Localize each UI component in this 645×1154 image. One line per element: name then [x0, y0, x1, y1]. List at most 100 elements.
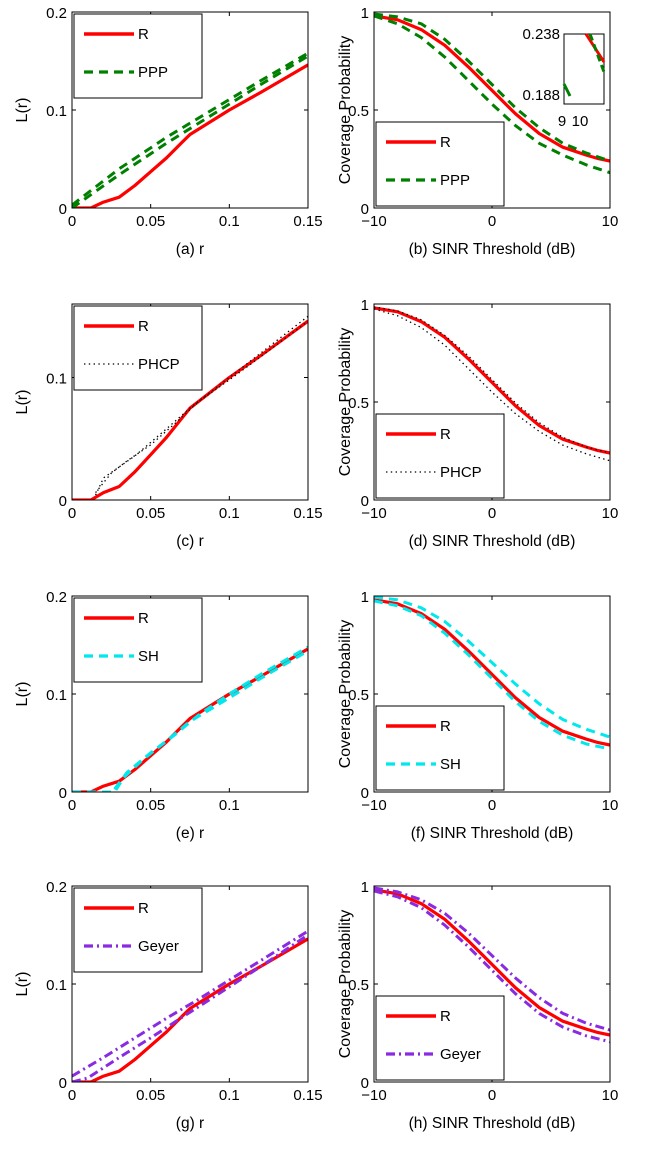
- chart-panel-a: 0 0.05 0.1 0.15 0 0.1 0.2 L(r) (a) r R PPP: [14, 5, 323, 258]
- y-axis-label: Coverage Probability: [337, 910, 354, 1059]
- series-line-geyer-1: [72, 933, 308, 1082]
- x-tick-label: 0.05: [136, 797, 165, 814]
- panel-caption: (a) r: [176, 241, 204, 258]
- legend-label-sh: SH: [440, 756, 461, 773]
- x-tick-label: 0.05: [136, 213, 165, 230]
- x-tick-label: 0.1: [219, 213, 240, 230]
- legend: R PPP: [73, 13, 203, 99]
- series-line-geyer-1: [374, 886, 610, 1032]
- legend: R SH: [375, 705, 505, 791]
- y-tick-label: 1: [361, 5, 369, 22]
- y-tick-label: 0: [361, 201, 369, 218]
- chart-panel-g: 0 0.05 0.1 0.15 0 0.1 0.2 L(r) (g) r R Geyer: [14, 879, 323, 1132]
- panel-caption: (b) SINR Threshold (dB): [409, 241, 576, 258]
- legend-box: [375, 121, 505, 207]
- x-tick-label: 10: [602, 1087, 619, 1104]
- inset-x-label: 10: [572, 113, 589, 130]
- panel-caption: (g) r: [176, 1115, 204, 1132]
- series-line-ppp-1: [72, 54, 308, 208]
- legend-label-ppp: PPP: [440, 172, 470, 189]
- y-tick-label: 0: [361, 785, 369, 802]
- legend-box: [375, 995, 505, 1081]
- y-tick-label: 1: [361, 589, 369, 606]
- legend: R Geyer: [375, 995, 505, 1081]
- x-tick-label: 0: [488, 505, 496, 522]
- legend-label-phcp: PHCP: [440, 464, 482, 481]
- legend-box: [73, 305, 203, 391]
- x-tick-label: 10: [602, 797, 619, 814]
- x-tick-label: 0: [68, 1087, 76, 1104]
- legend-label-sh: SH: [138, 648, 159, 665]
- y-axis-label: L(r): [14, 390, 31, 415]
- legend-label-ppp: PPP: [138, 64, 168, 81]
- series-line-geyer-2: [374, 889, 610, 1044]
- series-line-geyer-2: [72, 929, 308, 1078]
- y-axis-label: L(r): [14, 98, 31, 123]
- plot-frame: [71, 303, 309, 501]
- inset-frame: [563, 33, 605, 105]
- legend-box: [73, 13, 203, 99]
- x-tick-label: 0.05: [136, 1087, 165, 1104]
- legend-label-r: R: [138, 318, 149, 335]
- y-tick-label: 0.1: [46, 103, 67, 120]
- series-line-r-0: [72, 319, 308, 500]
- x-tick-label: −10: [361, 505, 386, 522]
- y-tick-label: 0.2: [46, 589, 67, 606]
- legend-label-geyer: Geyer: [440, 1046, 481, 1063]
- x-tick-label: −10: [361, 1087, 386, 1104]
- y-tick-label: 0: [59, 1075, 67, 1092]
- legend: R PPP: [375, 121, 505, 207]
- inset-y-bottom-label: 0.188: [522, 87, 560, 104]
- inset-line-ppp: [588, 33, 606, 73]
- legend-label-geyer: Geyer: [138, 938, 179, 955]
- x-tick-label: 0.1: [219, 797, 240, 814]
- series-line-r-0: [374, 306, 610, 455]
- inset-y-top-label: 0.238: [522, 26, 560, 43]
- x-tick-label: 0.15: [293, 1087, 322, 1104]
- legend-label-r: R: [440, 134, 451, 151]
- x-tick-label: 0: [68, 505, 76, 522]
- y-tick-label: 0.5: [348, 395, 369, 412]
- y-tick-label: 0.5: [348, 687, 369, 704]
- legend-label-r: R: [138, 610, 149, 627]
- x-tick-label: −10: [361, 797, 386, 814]
- series-line-sh-2: [374, 599, 610, 751]
- y-tick-label: 0: [59, 785, 67, 802]
- legend-label-r: R: [138, 900, 149, 917]
- legend: R SH: [73, 597, 203, 683]
- x-tick-label: 10: [602, 213, 619, 230]
- panel-caption: (c) r: [176, 533, 204, 550]
- y-tick-label: 0.2: [46, 5, 67, 22]
- x-tick-label: 0.1: [219, 1087, 240, 1104]
- y-axis-label: Coverage Probability: [337, 36, 354, 185]
- series-line-r-0: [374, 888, 610, 1037]
- x-tick-label: 0.1: [219, 505, 240, 522]
- series-line-r-0: [72, 63, 308, 208]
- panel-caption: (f) SINR Threshold (dB): [411, 825, 574, 842]
- series-line-sh-1: [374, 596, 610, 739]
- x-tick-label: 0: [488, 213, 496, 230]
- x-tick-label: 0: [488, 797, 496, 814]
- legend-label-r: R: [138, 26, 149, 43]
- legend-box: [73, 887, 203, 973]
- inset-line-ppp-lower: [562, 83, 572, 97]
- x-tick-label: 0: [488, 1087, 496, 1104]
- y-tick-label: 0.5: [348, 103, 369, 120]
- legend-box: [375, 705, 505, 791]
- series-line-phcp-2: [95, 320, 308, 494]
- y-tick-label: 0.2: [46, 879, 67, 896]
- y-tick-label: 1: [361, 879, 369, 896]
- y-axis-label: Coverage Probability: [337, 328, 354, 477]
- x-tick-label: −10: [361, 213, 386, 230]
- series-line-r-0: [374, 14, 610, 163]
- series-line-ppp-1: [374, 12, 610, 163]
- y-tick-label: 0.1: [46, 371, 67, 388]
- x-tick-label: 0.15: [293, 213, 322, 230]
- panel-caption: (e) r: [176, 825, 204, 842]
- chart-panel-c: 0 0.05 0.1 0.15 0 0.1 L(r) (c) r R PHCP: [14, 303, 323, 550]
- y-tick-label: 0.1: [46, 687, 67, 704]
- y-axis-label: L(r): [14, 972, 31, 997]
- y-tick-label: 0.1: [46, 977, 67, 994]
